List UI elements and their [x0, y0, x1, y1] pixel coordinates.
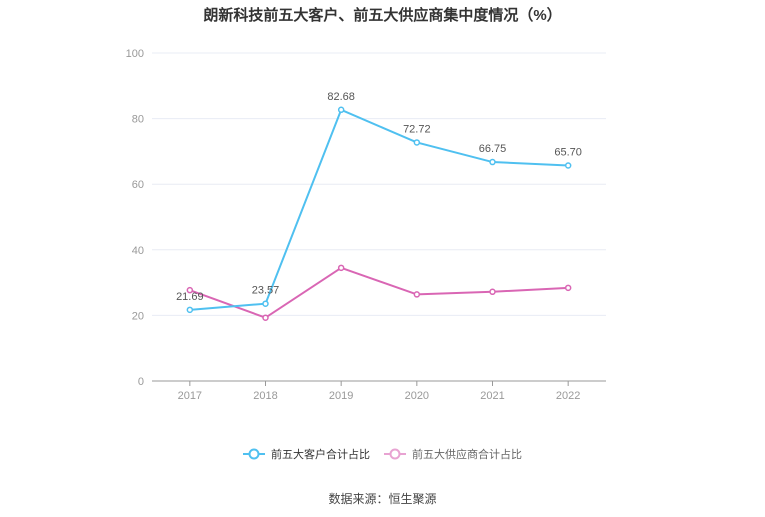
legend-item-customers[interactable]: 前五大客户合计占比 [243, 446, 370, 462]
x-tick-label: 2017 [178, 390, 202, 402]
data-point[interactable] [413, 291, 421, 298]
y-tick-label: 20 [132, 310, 144, 322]
chart-title: 朗新科技前五大客户、前五大供应商集中度情况（%） [203, 7, 562, 24]
grid-lines [152, 52, 606, 316]
data-point[interactable] [337, 106, 345, 114]
data-point[interactable] [337, 264, 345, 272]
data-source: 数据来源：恒生聚源 [328, 492, 437, 506]
x-tick-label: 2020 [405, 390, 429, 402]
data-labels: 21.69 23.57 82.68 72.72 66.75 65.70 [176, 91, 582, 303]
data-label: 72.72 [403, 123, 431, 135]
y-tick-label: 80 [132, 114, 144, 126]
legend-line-circle-icon [243, 448, 265, 460]
x-tick-label: 2018 [253, 390, 277, 402]
series-lines [186, 106, 572, 321]
legend-label: 前五大供应商合计占比 [412, 449, 522, 461]
series-line [189, 108, 569, 311]
x-tick-label: 2021 [480, 390, 504, 402]
y-axis-ticks: 0 20 40 60 80 100 [126, 48, 144, 388]
legend-label: 前五大客户合计占比 [271, 449, 370, 461]
data-label: 82.68 [327, 91, 355, 103]
data-point[interactable] [564, 162, 572, 169]
legend-item-suppliers[interactable]: 前五大供应商合计占比 [384, 446, 522, 462]
data-point[interactable] [262, 300, 269, 307]
data-point[interactable] [186, 306, 194, 314]
data-point[interactable] [489, 158, 496, 166]
data-label: 66.75 [479, 143, 507, 155]
legend-line-circle-icon [384, 448, 406, 460]
data-point[interactable] [186, 286, 194, 294]
data-point[interactable] [489, 288, 496, 296]
legend: 前五大客户合计占比 前五大供应商合计占比 [0, 446, 765, 462]
data-point[interactable] [413, 139, 421, 146]
data-label: 23.57 [252, 285, 280, 297]
y-tick-label: 0 [138, 376, 144, 388]
y-tick-label: 40 [132, 245, 144, 257]
y-tick-label: 100 [126, 48, 144, 60]
x-tick-label: 2022 [556, 390, 580, 402]
data-label: 21.69 [176, 291, 204, 303]
series-line [189, 266, 569, 319]
data-point[interactable] [564, 284, 572, 292]
data-label: 65.70 [554, 147, 582, 159]
x-axis: 2017 2018 2019 2020 2021 2022 [152, 380, 606, 402]
x-tick-label: 2019 [329, 390, 353, 402]
y-tick-label: 60 [132, 179, 144, 191]
data-point[interactable] [262, 314, 269, 321]
